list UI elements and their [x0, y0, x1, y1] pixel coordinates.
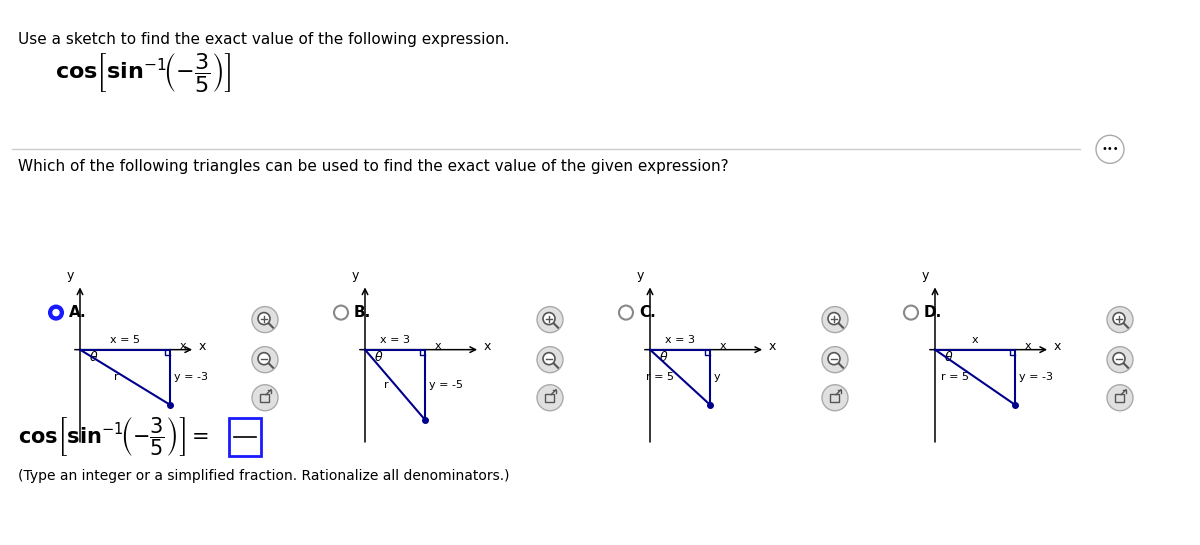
Circle shape [822, 347, 848, 373]
Circle shape [252, 385, 278, 411]
Text: x: x [972, 335, 978, 344]
Bar [830, 393, 839, 402]
Text: x: x [720, 341, 727, 350]
Circle shape [1114, 353, 1126, 365]
Bar [545, 393, 554, 402]
Circle shape [252, 307, 278, 332]
Text: (Type an integer or a simplified fraction. Rationalize all denominators.): (Type an integer or a simplified fractio… [18, 469, 510, 483]
Text: A.: A. [70, 305, 86, 320]
Circle shape [828, 353, 840, 365]
Text: D.: D. [924, 305, 942, 320]
Circle shape [904, 306, 918, 319]
Circle shape [828, 313, 840, 325]
FancyBboxPatch shape [229, 418, 262, 456]
Text: x: x [436, 341, 442, 350]
Circle shape [49, 306, 64, 319]
Text: y = -3: y = -3 [174, 372, 208, 382]
Circle shape [822, 385, 848, 411]
Circle shape [542, 353, 554, 365]
Text: Which of the following triangles can be used to find the exact value of the give: Which of the following triangles can be … [18, 159, 728, 174]
Text: r = 5: r = 5 [941, 372, 970, 382]
Circle shape [53, 310, 59, 316]
Text: y: y [352, 269, 359, 282]
Text: $\theta$: $\theta$ [374, 350, 384, 364]
Text: $\mathbf{cos}\left[\mathbf{sin}^{-1}\!\left(-\dfrac{3}{5}\right)\right] =$: $\mathbf{cos}\left[\mathbf{sin}^{-1}\!\l… [18, 415, 209, 458]
Circle shape [538, 385, 563, 411]
Text: C.: C. [640, 305, 655, 320]
Circle shape [1108, 385, 1133, 411]
Text: x: x [484, 340, 491, 353]
Text: x = 3: x = 3 [380, 335, 410, 344]
Text: Use a sketch to find the exact value of the following expression.: Use a sketch to find the exact value of … [18, 32, 509, 47]
Text: $\theta$: $\theta$ [659, 350, 668, 364]
Text: $\theta$: $\theta$ [89, 350, 98, 364]
Text: r: r [114, 372, 119, 382]
Circle shape [258, 353, 270, 365]
Circle shape [1108, 347, 1133, 373]
Text: x = 3: x = 3 [665, 335, 695, 344]
Circle shape [1108, 307, 1133, 332]
Circle shape [258, 313, 270, 325]
Text: $\mathbf{cos}\left[\mathbf{sin}^{-1}\!\left(-\dfrac{3}{5}\right)\right]$: $\mathbf{cos}\left[\mathbf{sin}^{-1}\!\l… [55, 51, 232, 94]
Circle shape [1114, 313, 1126, 325]
Text: 4: 4 [240, 422, 250, 437]
Text: •••: ••• [1102, 144, 1118, 154]
Text: 5: 5 [240, 439, 250, 455]
Bar [260, 393, 269, 402]
Circle shape [542, 313, 554, 325]
Circle shape [538, 347, 563, 373]
Text: r: r [384, 380, 389, 390]
Text: y = -3: y = -3 [1019, 372, 1054, 382]
Text: x: x [180, 341, 187, 350]
Circle shape [334, 306, 348, 319]
Text: x: x [1054, 340, 1061, 353]
Circle shape [619, 306, 634, 319]
Text: y: y [922, 269, 929, 282]
Bar [1115, 393, 1124, 402]
Text: y: y [66, 269, 73, 282]
Text: y: y [636, 269, 643, 282]
Text: x: x [199, 340, 206, 353]
Circle shape [538, 307, 563, 332]
Text: x = 5: x = 5 [110, 335, 140, 344]
Circle shape [822, 307, 848, 332]
Text: r = 5: r = 5 [646, 372, 674, 382]
Text: y: y [714, 372, 721, 382]
Circle shape [1096, 135, 1124, 164]
Text: x: x [769, 340, 776, 353]
Text: y = -5: y = -5 [430, 380, 463, 390]
Text: x: x [1025, 341, 1032, 350]
Text: $\theta$: $\theta$ [944, 350, 954, 364]
Text: B.: B. [354, 305, 371, 320]
Circle shape [252, 347, 278, 373]
